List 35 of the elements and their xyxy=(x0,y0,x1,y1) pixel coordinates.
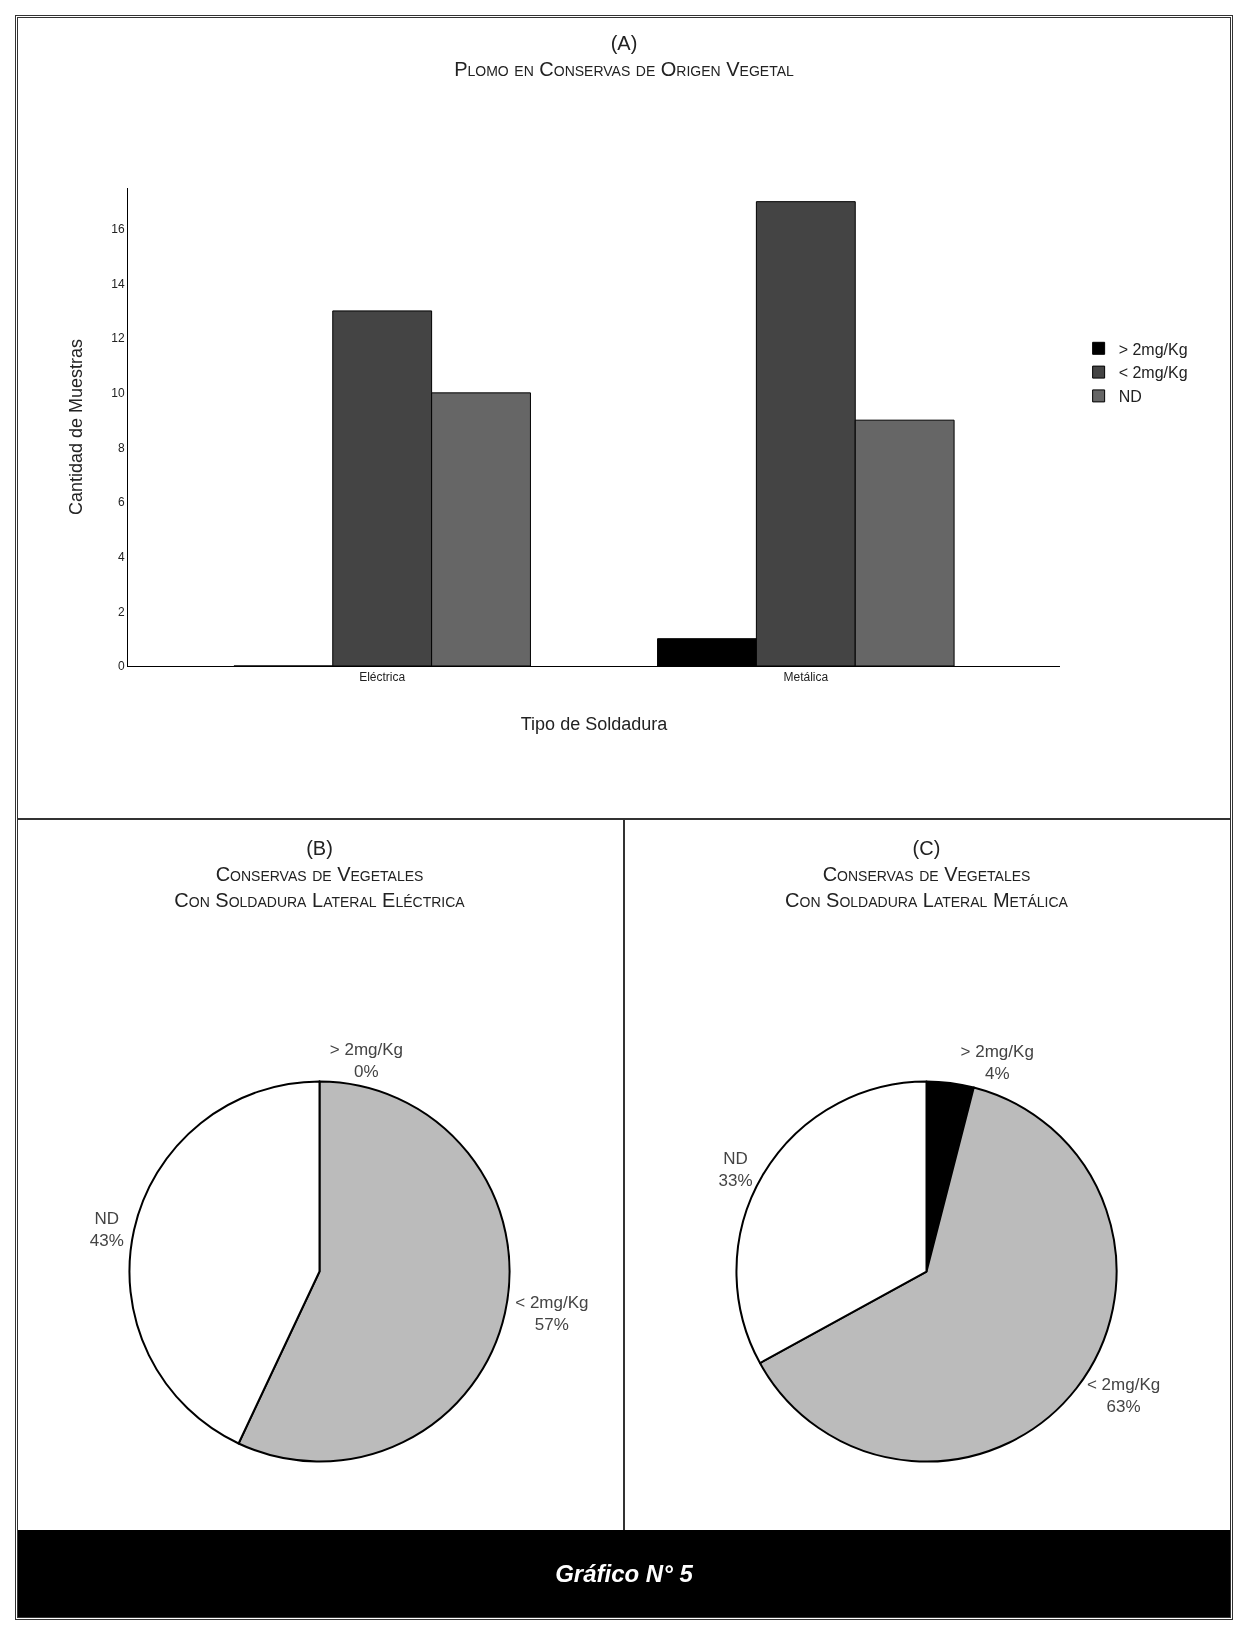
data-label: 57% xyxy=(534,1315,569,1335)
category-label: > 2mg/Kg xyxy=(329,1040,404,1060)
legend-label: < 2mg/Kg xyxy=(1118,364,1188,382)
slice-label: ND xyxy=(723,1148,748,1168)
legend-label: ND xyxy=(1118,388,1142,406)
data-label: 43% xyxy=(89,1230,124,1250)
chart-subtitle: Conservas de Vegetales Con Soldadura Lateral Eléctrica xyxy=(174,863,466,912)
y-tick-label: 6 xyxy=(117,495,125,510)
y-axis-title: Cantidad de Muestras xyxy=(66,338,86,516)
slice-label: < 2mg/Kg xyxy=(515,1293,589,1313)
y-tick-label: 0 xyxy=(117,659,125,674)
chart-subtitle: Conservas de Vegetales Con Soldadura Lateral Metálica xyxy=(785,863,1069,912)
y-tick-label: 16 xyxy=(111,222,125,237)
y-tick-label: 2 xyxy=(117,604,125,619)
chart-title: (A) xyxy=(610,31,638,54)
legend-label: > 2mg/Kg xyxy=(1118,340,1188,358)
y-tick-label: 8 xyxy=(117,440,125,455)
data-label: 33% xyxy=(718,1170,753,1190)
slice-label: > 2mg/Kg xyxy=(960,1042,1034,1062)
text: 0% xyxy=(354,1062,379,1082)
slice-label: < 2mg/Kg xyxy=(1086,1375,1161,1395)
data-label: 63% xyxy=(1106,1397,1141,1417)
y-tick-label: 14 xyxy=(111,276,125,291)
data-label: 4% xyxy=(984,1064,1010,1084)
chart-subtitle: Plomo en Conservas de Origen Vegetal xyxy=(454,57,795,80)
text: Gráfico N° 5 xyxy=(555,1559,693,1588)
slice-label: ND xyxy=(94,1208,120,1228)
chart-title: (C) xyxy=(912,837,941,860)
y-tick-label: 4 xyxy=(117,549,125,564)
y-tick-label: 10 xyxy=(111,386,125,401)
chart-title: (B) xyxy=(306,837,333,860)
x-tick-label: Eléctrica xyxy=(359,670,406,685)
y-tick-label: 12 xyxy=(111,331,125,346)
x-tick-label: Metálica xyxy=(783,670,829,685)
x-axis-title: Tipo de Soldadura xyxy=(520,714,669,734)
